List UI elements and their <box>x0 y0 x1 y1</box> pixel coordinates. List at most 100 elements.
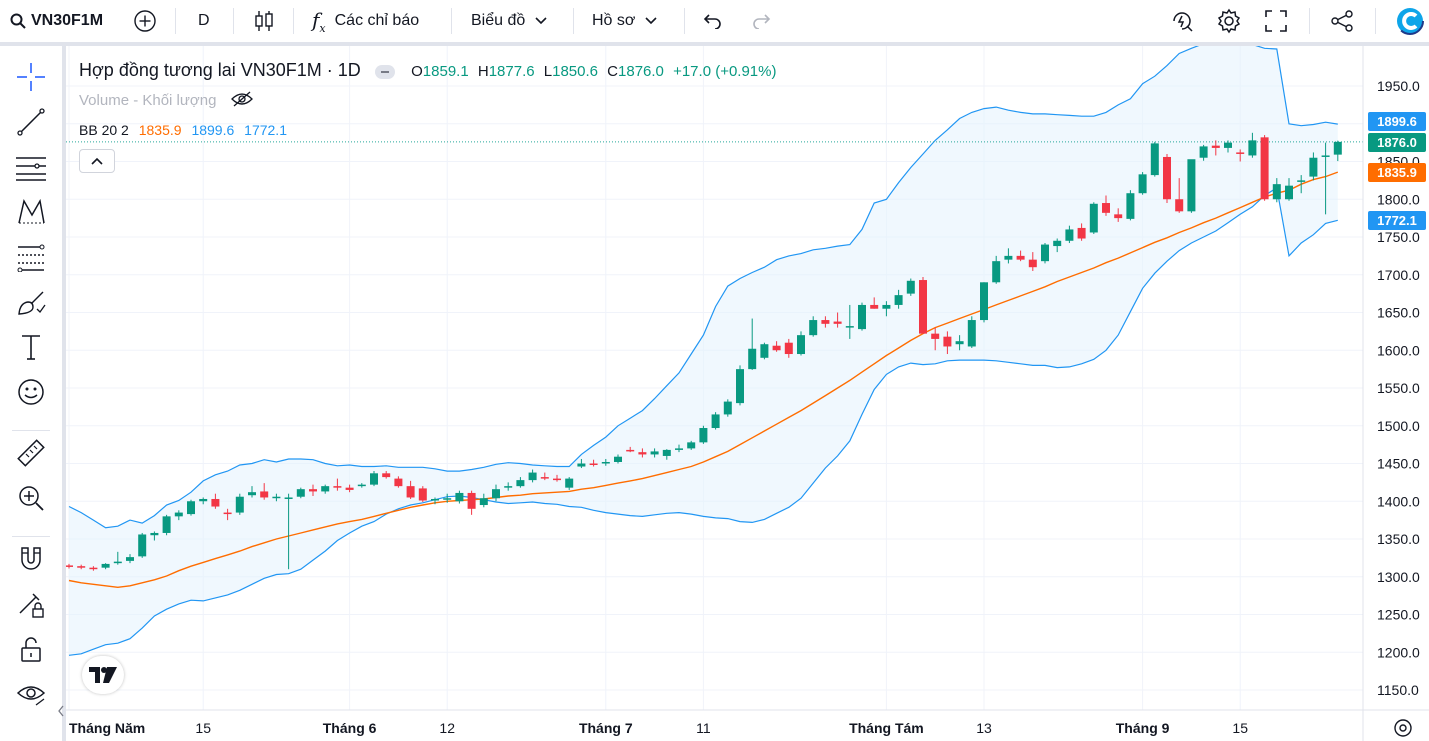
chart-menu-label: Biểu đồ <box>471 12 526 29</box>
candle <box>431 497 439 505</box>
candle <box>1089 202 1098 234</box>
text-icon <box>16 332 46 367</box>
candle <box>870 297 879 309</box>
candle <box>138 532 147 558</box>
candle <box>919 277 927 334</box>
price-chart[interactable]: 1150.0 1200.0 1250.0 1300.0 1350.0 1400.0 1450… <box>66 46 1429 741</box>
hide-drawings-tool[interactable] <box>14 679 48 713</box>
price-tick-label: 1750.0 <box>1377 229 1420 245</box>
candle <box>589 459 598 467</box>
candles-icon <box>254 9 274 33</box>
prediction-tool[interactable] <box>14 242 48 276</box>
collapse-toolbar-handle[interactable] <box>57 696 65 726</box>
time-tick-label: 11 <box>696 720 711 736</box>
tradingview-logo[interactable] <box>82 656 124 694</box>
volume-legend[interactable]: Volume - Khối lượng <box>79 91 253 111</box>
share-button[interactable] <box>1330 0 1354 42</box>
fib-tool[interactable] <box>14 152 48 186</box>
replay-button[interactable] <box>1170 0 1194 42</box>
price-tick-label: 1150.0 <box>1377 682 1419 698</box>
candle <box>162 514 171 536</box>
candle <box>394 476 403 488</box>
undo-icon <box>703 13 723 29</box>
candle <box>126 554 134 564</box>
candle <box>784 338 793 358</box>
time-tick-label: 15 <box>1232 720 1248 736</box>
crosshair-tool[interactable] <box>14 62 48 96</box>
magnet-tool[interactable] <box>14 544 48 578</box>
candle <box>540 472 549 481</box>
lock-drawings-tool[interactable] <box>14 589 48 623</box>
candle <box>370 471 378 487</box>
undo-button[interactable] <box>703 0 723 42</box>
indicators-button[interactable]: fx Các chỉ báo <box>312 0 419 42</box>
candle <box>309 484 317 496</box>
candle <box>1004 248 1013 264</box>
legend-menu-button[interactable] <box>374 65 395 80</box>
brush-tool[interactable] <box>14 287 48 321</box>
bb-legend[interactable]: BB 20 2 1835.9 1899.6 1772.1 <box>79 122 287 138</box>
trendline-tool[interactable] <box>14 107 48 141</box>
pattern-tool[interactable] <box>14 197 48 231</box>
fullscreen-icon <box>1265 10 1287 32</box>
bollinger-basis-line <box>68 171 1339 589</box>
high-label: H <box>477 63 489 80</box>
symbol-search-button[interactable]: VN30F1M <box>10 0 103 42</box>
candle <box>150 531 159 541</box>
candle <box>1236 149 1245 162</box>
ruler-icon <box>16 438 46 473</box>
candle <box>687 440 696 450</box>
emoji-tool[interactable] <box>14 377 48 411</box>
redo-button[interactable] <box>751 0 771 42</box>
zoom-in-tool[interactable] <box>14 483 48 517</box>
chart-type-button[interactable] <box>254 0 274 42</box>
brand-logo[interactable] <box>1396 0 1424 42</box>
eye-off-icon[interactable] <box>230 91 253 111</box>
ruler-tool[interactable] <box>14 438 48 472</box>
magnet-icon <box>16 544 46 579</box>
price-tick-label: 1600.0 <box>1377 342 1420 358</box>
candle <box>1150 141 1159 177</box>
candle <box>1053 238 1062 253</box>
chart-menu-button[interactable]: Biểu đồ <box>471 0 547 42</box>
candle <box>1175 178 1184 213</box>
candle <box>211 493 220 509</box>
time-tick-label: 15 <box>195 720 211 736</box>
candle <box>333 478 342 491</box>
axis-settings-button[interactable] <box>1394 719 1412 737</box>
price-tick-label: 1350.0 <box>1377 531 1420 547</box>
low-value: 1850.6 <box>552 63 598 80</box>
fullscreen-button[interactable] <box>1265 0 1287 42</box>
collapse-legend-button[interactable] <box>79 149 115 173</box>
indicators-label: Các chỉ báo <box>334 12 420 29</box>
share-icon <box>1330 9 1354 33</box>
compare-symbol-button[interactable] <box>133 0 157 42</box>
search-icon <box>10 13 26 29</box>
settings-button[interactable] <box>1216 0 1242 42</box>
candle <box>492 484 500 502</box>
candle <box>821 316 830 328</box>
candle <box>77 564 86 570</box>
candle <box>1163 153 1171 204</box>
interval-button[interactable]: D <box>198 0 210 42</box>
profile-menu-button[interactable]: Hồ sơ <box>592 0 657 42</box>
price-tick-label: 1650.0 <box>1377 305 1420 321</box>
candle <box>1224 140 1232 153</box>
candle <box>174 510 183 521</box>
bb-basis-price-label: 1835.9 <box>1368 163 1426 182</box>
price-tick-label: 1500.0 <box>1377 418 1420 434</box>
eye-icon <box>16 679 46 714</box>
candle <box>711 412 720 430</box>
brand-logo-icon <box>1396 7 1424 35</box>
lock-all-tool[interactable] <box>14 634 48 668</box>
close-label: C <box>607 63 619 80</box>
candle <box>1041 243 1049 264</box>
text-tool[interactable] <box>14 332 48 366</box>
bb-lower-value: 1772.1 <box>244 122 287 138</box>
bollinger-lower-line <box>68 186 1338 656</box>
time-tick-label: 13 <box>976 720 992 736</box>
candle <box>272 493 281 502</box>
tradingview-logo-icon <box>89 667 117 683</box>
open-label: O <box>411 63 423 80</box>
price-tick-label: 1450.0 <box>1377 456 1420 472</box>
